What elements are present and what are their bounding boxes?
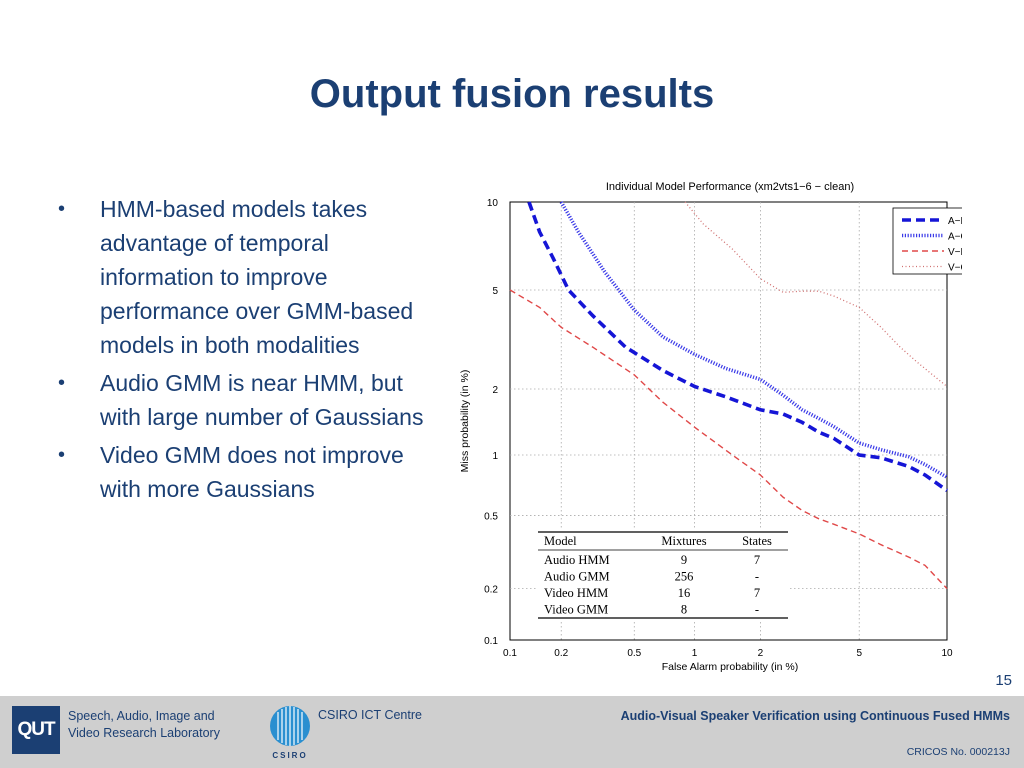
y-tick-label: 0.1 <box>484 636 498 647</box>
bullet-text: HMM-based models takes advantage of temp… <box>100 196 414 358</box>
lab-name: Speech, Audio, Image and Video Research … <box>68 708 258 742</box>
bullet-text: Video GMM does not improve with more Gau… <box>100 442 404 502</box>
bullet-symbol: • <box>58 198 66 220</box>
legend-box <box>892 207 962 275</box>
x-axis-label: False Alarm probability (in %) <box>662 661 799 673</box>
axis-ticks: 0.1 0.2 0.5 1 2 5 10 0.1 0.2 0.5 1 2 5 10 <box>484 198 953 659</box>
table-cell: 8 <box>681 603 687 617</box>
x-tick-label: 0.1 <box>503 648 517 659</box>
y-axis-label: Miss probability (in %) <box>459 370 471 473</box>
table-cell: Audio GMM <box>544 570 610 584</box>
bullet-text: Audio GMM is near HMM, but with large nu… <box>100 370 424 430</box>
legend-label: V−GMM <box>948 263 962 274</box>
lab-name-line2: Video Research Laboratory <box>68 726 220 740</box>
chart-title: Individual Model Performance (xm2vts1−6 … <box>606 181 854 193</box>
table-cell: 16 <box>678 586 691 600</box>
bullet-symbol: • <box>58 372 66 394</box>
legend-label: V−HMM <box>948 247 962 258</box>
bullet-symbol: • <box>58 444 66 466</box>
cricos-number: CRICOS No. 000213J <box>906 746 1010 758</box>
table-header-cell: Model <box>544 534 577 548</box>
bullet-list: • HMM-based models takes advantage of te… <box>58 192 438 510</box>
legend-label: A−HMM <box>948 216 962 227</box>
table-cell: Video GMM <box>544 603 608 617</box>
table-cell: 7 <box>754 586 760 600</box>
y-tick-label: 2 <box>492 385 498 396</box>
plot-frame <box>509 201 948 641</box>
x-tick-label: 1 <box>692 648 698 659</box>
y-tick-label: 0.2 <box>484 585 498 596</box>
y-tick-label: 0.5 <box>484 511 498 522</box>
y-tick-label: 10 <box>487 198 499 209</box>
csiro-centre-name: CSIRO ICT Centre <box>318 708 422 722</box>
csiro-logo: CSIRO <box>270 706 310 760</box>
legend-label: A−GMM <box>948 232 962 243</box>
series-line <box>559 201 948 479</box>
x-tick-label: 0.2 <box>554 648 568 659</box>
presentation-title: Audio-Visual Speaker Verification using … <box>620 709 1010 723</box>
table-cell: - <box>755 603 759 617</box>
series-line <box>684 201 948 388</box>
bullet-item: • Video GMM does not improve with more G… <box>58 438 438 506</box>
table-cell: 7 <box>754 553 760 567</box>
series-line <box>527 201 949 492</box>
y-tick-label: 1 <box>492 451 498 462</box>
table-header-cell: States <box>742 534 772 548</box>
footer-bar: QUT Speech, Audio, Image and Video Resea… <box>0 696 1024 768</box>
y-tick-label: 5 <box>492 286 498 297</box>
legend: A−HMM A−GMM V−HMM V−GMM <box>892 207 962 275</box>
series-line <box>509 289 948 590</box>
series-lines <box>509 201 949 590</box>
table-cell: - <box>755 570 759 584</box>
x-tick-label: 0.5 <box>627 648 641 659</box>
table-background <box>538 528 788 620</box>
x-tick-label: 10 <box>941 648 953 659</box>
slide-title: Output fusion results <box>309 72 715 116</box>
bullet-item: • HMM-based models takes advantage of te… <box>58 192 438 362</box>
table-header-cell: Mixtures <box>661 534 706 548</box>
x-tick-label: 5 <box>856 648 862 659</box>
table-cell: 256 <box>675 570 694 584</box>
det-chart-svg: Individual Model Performance (xm2vts1−6 … <box>459 181 962 673</box>
table-cell: Audio HMM <box>544 553 610 567</box>
page-number: 15 <box>995 672 1012 689</box>
model-table: Model Mixtures States Audio HMM 9 7 Audio GMM 2… <box>538 528 788 620</box>
lab-name-line1: Speech, Audio, Image and <box>68 709 215 723</box>
x-tick-label: 2 <box>758 648 764 659</box>
table-cell: 9 <box>681 553 687 567</box>
table-cell: Video HMM <box>544 586 608 600</box>
bullet-item: • Audio GMM is near HMM, but with large … <box>58 366 438 434</box>
csiro-logo-text: CSIRO <box>272 751 307 760</box>
qut-logo: QUT <box>12 706 60 754</box>
det-chart: Individual Model Performance (xm2vts1−6 … <box>452 176 962 676</box>
